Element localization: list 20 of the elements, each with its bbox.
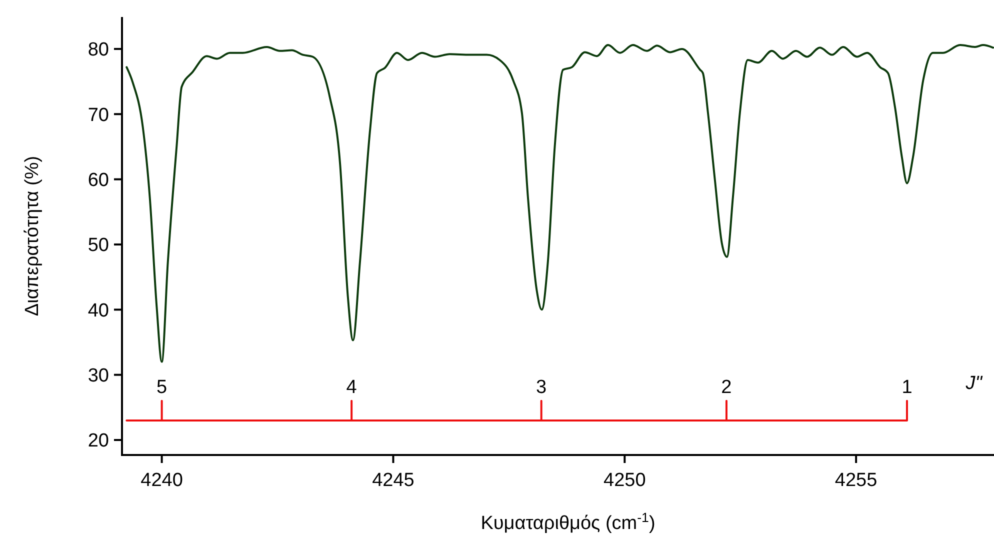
y-tick-label: 20 [88,430,109,452]
x-tick-label: 4255 [834,470,878,491]
annotation: J" [964,372,984,394]
x-tick-label: 4240 [140,470,183,491]
x-axis-title: Κυματαριθμός (cm$^{-1}$) [480,510,656,534]
annotation: 3 [536,376,547,398]
annotation: 5 [156,376,168,398]
y-tick-label: 50 [88,235,109,256]
y-tick-label: 60 [88,170,109,191]
annotation: 4 [346,376,358,398]
y-tick-label: 70 [88,104,109,126]
y-tick-label: 30 [88,365,109,386]
annotation: 1 [902,376,912,398]
y-tick-label: 40 [88,300,109,322]
annotation: 2 [721,376,732,398]
line-series [126,44,994,363]
x-tick-label: 4245 [372,470,414,491]
y-tick-label: 80 [88,40,109,61]
y-axis-title: Διαπερατότητα (%) [22,156,43,316]
x-tick-label: 4250 [604,470,646,491]
